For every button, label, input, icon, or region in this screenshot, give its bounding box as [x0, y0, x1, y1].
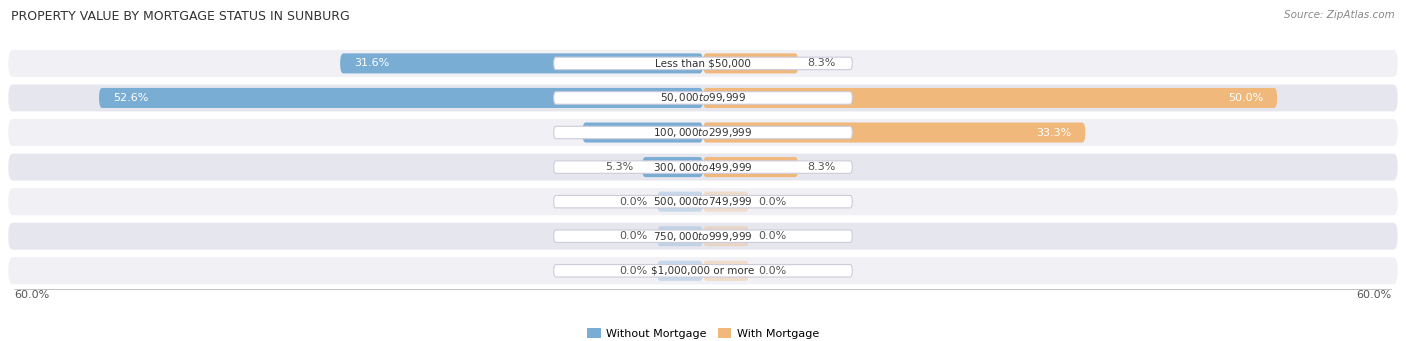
- FancyBboxPatch shape: [554, 265, 852, 277]
- FancyBboxPatch shape: [703, 122, 1085, 143]
- FancyBboxPatch shape: [703, 88, 1277, 108]
- Text: $50,000 to $99,999: $50,000 to $99,999: [659, 91, 747, 104]
- FancyBboxPatch shape: [703, 226, 749, 246]
- Text: 0.0%: 0.0%: [758, 231, 786, 241]
- FancyBboxPatch shape: [703, 157, 799, 177]
- Text: $1,000,000 or more: $1,000,000 or more: [651, 266, 755, 276]
- FancyBboxPatch shape: [8, 188, 1398, 215]
- FancyBboxPatch shape: [703, 261, 749, 281]
- FancyBboxPatch shape: [8, 223, 1398, 250]
- FancyBboxPatch shape: [8, 153, 1398, 181]
- FancyBboxPatch shape: [657, 226, 703, 246]
- FancyBboxPatch shape: [8, 119, 1398, 146]
- Text: 8.3%: 8.3%: [807, 162, 835, 172]
- Text: Source: ZipAtlas.com: Source: ZipAtlas.com: [1284, 10, 1395, 20]
- Text: 52.6%: 52.6%: [112, 93, 148, 103]
- Text: 50.0%: 50.0%: [1227, 93, 1264, 103]
- FancyBboxPatch shape: [554, 57, 852, 70]
- Text: $100,000 to $299,999: $100,000 to $299,999: [654, 126, 752, 139]
- Text: 0.0%: 0.0%: [620, 231, 648, 241]
- FancyBboxPatch shape: [657, 192, 703, 212]
- Legend: Without Mortgage, With Mortgage: Without Mortgage, With Mortgage: [582, 324, 824, 341]
- Text: 8.3%: 8.3%: [807, 58, 835, 69]
- Text: 5.3%: 5.3%: [605, 162, 633, 172]
- FancyBboxPatch shape: [8, 85, 1398, 112]
- Text: 31.6%: 31.6%: [354, 58, 389, 69]
- Text: 60.0%: 60.0%: [1357, 290, 1392, 300]
- Text: 33.3%: 33.3%: [1036, 128, 1071, 137]
- Text: $500,000 to $749,999: $500,000 to $749,999: [654, 195, 752, 208]
- FancyBboxPatch shape: [554, 161, 852, 173]
- FancyBboxPatch shape: [554, 230, 852, 242]
- Text: 0.0%: 0.0%: [620, 197, 648, 207]
- Text: $300,000 to $499,999: $300,000 to $499,999: [654, 161, 752, 174]
- Text: 60.0%: 60.0%: [14, 290, 49, 300]
- FancyBboxPatch shape: [340, 53, 703, 73]
- FancyBboxPatch shape: [554, 92, 852, 104]
- Text: 10.5%: 10.5%: [596, 128, 631, 137]
- FancyBboxPatch shape: [582, 122, 703, 143]
- Text: PROPERTY VALUE BY MORTGAGE STATUS IN SUNBURG: PROPERTY VALUE BY MORTGAGE STATUS IN SUN…: [11, 10, 350, 23]
- FancyBboxPatch shape: [554, 126, 852, 139]
- Text: $750,000 to $999,999: $750,000 to $999,999: [654, 230, 752, 243]
- FancyBboxPatch shape: [643, 157, 703, 177]
- FancyBboxPatch shape: [657, 261, 703, 281]
- Text: 0.0%: 0.0%: [758, 266, 786, 276]
- FancyBboxPatch shape: [98, 88, 703, 108]
- FancyBboxPatch shape: [703, 192, 749, 212]
- Text: Less than $50,000: Less than $50,000: [655, 58, 751, 69]
- FancyBboxPatch shape: [8, 50, 1398, 77]
- Text: 0.0%: 0.0%: [758, 197, 786, 207]
- Text: 0.0%: 0.0%: [620, 266, 648, 276]
- FancyBboxPatch shape: [554, 195, 852, 208]
- FancyBboxPatch shape: [8, 257, 1398, 284]
- FancyBboxPatch shape: [703, 53, 799, 73]
